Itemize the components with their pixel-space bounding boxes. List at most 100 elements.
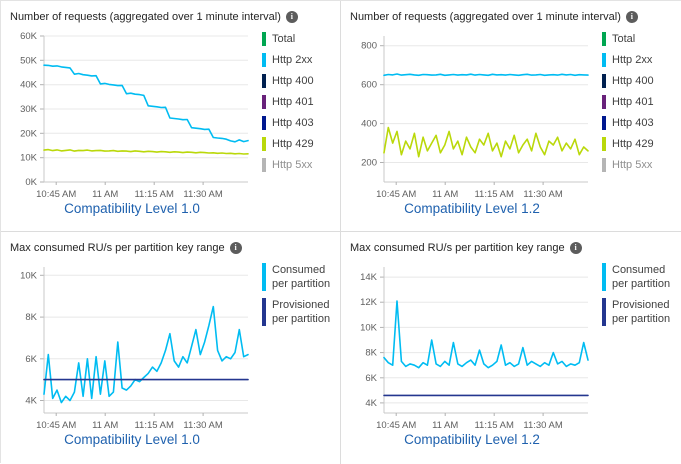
y-tick-label: 0K [25,177,37,188]
legend-item[interactable]: Http 403 [262,116,334,130]
x-tick-label: 11:15 AM [474,420,514,431]
legend-swatch [602,116,606,130]
x-tick-label: 11 AM [432,189,458,200]
legend-label: Total [272,33,296,45]
series-line [383,73,589,77]
x-tick-label: 11 AM [92,189,118,200]
legend-item[interactable]: Total [602,32,674,46]
x-tick-label: 11 AM [92,420,118,431]
y-tick-label: 8K [25,312,37,323]
chart-caption: Compatibility Level 1.2 [404,201,540,216]
y-tick-label: 40K [20,80,38,91]
legend-label: Http 2xx [272,54,313,66]
y-tick-label: 200 [361,158,377,169]
chart-plot: 4K 6K 8K 10K 12K 14K 10:45 AM 11 AM 11:15 AM 11:3… [350,259,594,431]
x-tick-label: 11:30 AM [183,420,223,431]
chart-caption: Compatibility Level 1.2 [404,432,540,447]
legend-swatch [262,32,266,46]
y-tick-label: 6K [25,354,37,365]
legend-label: Http 401 [612,96,654,108]
legend-label: Http 5xx [272,159,313,171]
legend-label: Provisioned per partition [272,299,331,325]
chart-body: 4K 6K 8K 10K 10:45 AM 11 AM 11:15 AM 11:30 AM C… [10,259,336,431]
y-tick-label: 50K [20,55,38,66]
legend-item[interactable]: Http 400 [602,74,674,88]
legend-item[interactable]: Http 429 [602,137,674,151]
legend-item[interactable]: Total [262,32,334,46]
legend-swatch [602,263,606,291]
chart-body: 4K 6K 8K 10K 12K 14K 10:45 AM 11 AM 11:15 AM 11:3… [350,259,678,431]
legend-swatch [262,298,266,326]
legend-item[interactable]: Http 403 [602,116,674,130]
legend-item[interactable]: Http 5xx [602,158,674,172]
legend-label: Http 429 [612,138,654,150]
x-tick-label: 10:45 AM [376,420,416,431]
chart-canvas: 4K 6K 8K 10K 12K 14K 10:45 AM 11 AM 11:15 AM 11:3… [360,267,589,431]
legend-label: Http 2xx [612,54,653,66]
info-icon[interactable]: i [625,11,638,23]
x-tick-label: 11:30 AM [523,420,563,431]
chart-body: 200 400 600 800 10:45 AM 11 AM 11:15 AM 11:30 A… [350,28,678,200]
chart-header: Number of requests (aggregated over 1 mi… [10,8,336,26]
legend-item[interactable]: Consumed per partition [602,263,674,291]
legend-swatch [262,53,266,67]
y-tick-label: 400 [361,119,377,130]
x-tick-label: 11 AM [432,420,458,431]
chart-canvas: 4K 6K 8K 10K 10:45 AM 11 AM 11:15 AM 11:30 AM [20,267,249,431]
x-tick-label: 11:30 AM [523,189,563,200]
chart-legend: Total Http 2xx Http 400 Http 401 Http 403 Htt… [594,28,674,200]
legend-item[interactable]: Consumed per partition [262,263,334,291]
chart-body: 0K 10K 20K 30K 40K 50K 60K 10:45 AM 11 AM 11:15 A… [10,28,336,200]
info-icon[interactable]: i [229,242,242,254]
chart-panel-ru-level-1-0: Max consumed RU/s per partition key rang… [1,232,341,464]
chart-plot: 200 400 600 800 10:45 AM 11 AM 11:15 AM 11:30 A… [350,28,594,200]
y-tick-label: 12K [360,297,378,308]
y-tick-label: 20K [20,128,38,139]
legend-label: Http 429 [272,138,314,150]
legend-item[interactable]: Http 400 [262,74,334,88]
legend-item[interactable]: Http 2xx [602,53,674,67]
legend-swatch [602,95,606,109]
x-tick-label: 11:15 AM [134,189,174,200]
x-tick-label: 10:45 AM [36,189,76,200]
legend-item[interactable]: Http 2xx [262,53,334,67]
y-tick-label: 6K [365,373,377,384]
legend-item[interactable]: Http 401 [262,95,334,109]
x-tick-label: 11:30 AM [183,189,223,200]
legend-label: Provisioned per partition [612,299,671,325]
info-icon[interactable]: i [285,11,298,23]
y-tick-label: 10K [360,322,378,333]
legend-label: Http 403 [272,117,314,129]
x-tick-label: 10:45 AM [36,420,76,431]
y-tick-label: 4K [365,398,377,409]
legend-item[interactable]: Http 429 [262,137,334,151]
chart-header: Number of requests (aggregated over 1 mi… [350,8,678,26]
info-icon[interactable]: i [569,242,582,254]
chart-panel-requests-level-1-2: Number of requests (aggregated over 1 mi… [341,1,681,232]
legend-item[interactable]: Provisioned per partition [262,298,334,326]
legend-label: Http 400 [612,75,654,87]
legend-swatch [262,116,266,130]
chart-legend: Consumed per partition Provisioned per pa… [594,259,674,431]
legend-label: Http 401 [272,96,314,108]
legend-swatch [262,74,266,88]
y-tick-label: 800 [361,41,377,52]
y-tick-label: 10K [20,270,38,281]
legend-item[interactable]: Http 401 [602,95,674,109]
legend-item[interactable]: Provisioned per partition [602,298,674,326]
chart-title: Max consumed RU/s per partition key rang… [350,242,565,254]
legend-swatch [602,158,606,172]
legend-swatch [262,137,266,151]
chart-header: Max consumed RU/s per partition key rang… [10,239,336,257]
legend-item[interactable]: Http 5xx [262,158,334,172]
legend-swatch [262,95,266,109]
chart-panel-ru-level-1-2: Max consumed RU/s per partition key rang… [341,232,681,464]
series-line [383,126,589,158]
legend-label: Http 403 [612,117,654,129]
chart-plot: 4K 6K 8K 10K 10:45 AM 11 AM 11:15 AM 11:30 AM [10,259,254,431]
series-line [383,300,589,369]
chart-canvas: 200 400 600 800 10:45 AM 11 AM 11:15 AM 11:30 A… [361,36,589,200]
series-line [43,148,249,155]
legend-swatch [602,32,606,46]
